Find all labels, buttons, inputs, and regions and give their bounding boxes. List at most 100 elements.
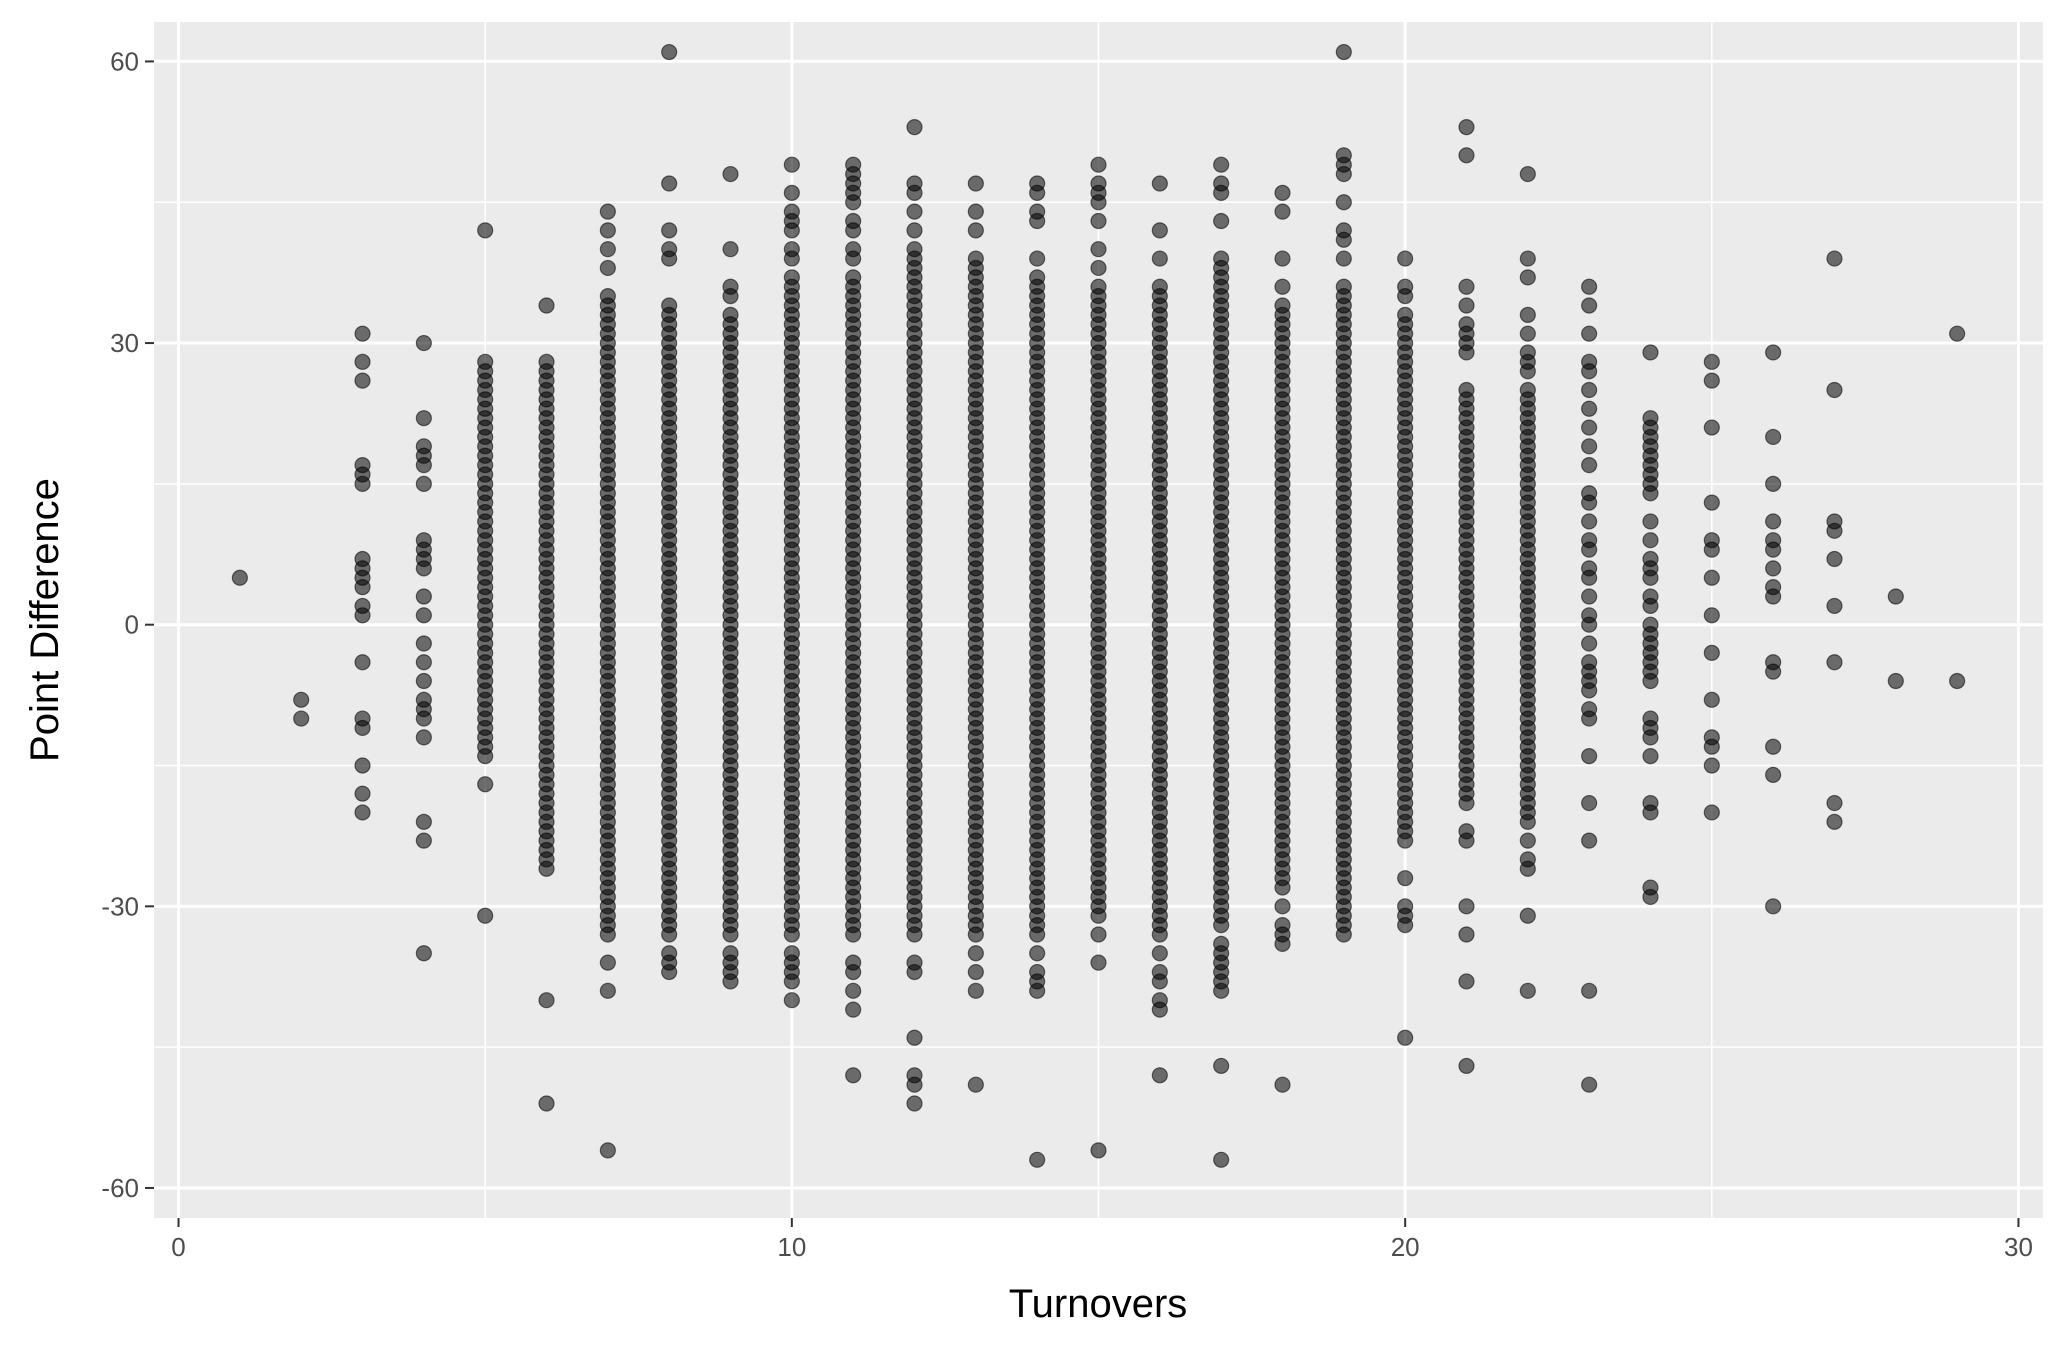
data-point [1826,550,1843,568]
data-point [415,710,432,727]
data-point [1581,494,1598,511]
data-point [1151,1067,1168,1084]
data-point [354,757,371,774]
data-point [967,250,984,267]
data-point [415,410,432,427]
data-point [1151,973,1168,990]
data-point [1151,175,1168,192]
data-point [415,635,432,652]
data-point [783,250,800,267]
data-point [1458,898,1475,915]
data-point [967,175,984,192]
data-point [1397,288,1414,305]
data-point [1458,973,1475,990]
data-point [1274,203,1291,220]
data-point [1090,1142,1107,1159]
data-point [1458,344,1475,361]
data-point [599,241,616,258]
data-point [354,719,371,737]
data-point [845,963,862,981]
data-point [1581,635,1598,652]
data-point [1581,457,1598,474]
data-point [1213,1151,1230,1168]
data-point [661,963,678,981]
data-point [293,691,310,708]
data-point [1519,907,1536,924]
data-point [783,992,800,1009]
data-point [1826,597,1843,615]
data-point [1703,541,1720,558]
data-point [1887,672,1904,690]
data-point [354,475,371,492]
data-point [1765,588,1782,605]
data-point [477,907,494,924]
x-axis-ticks: 0 10 20 30 [171,1218,2033,1262]
data-point [1703,757,1720,774]
data-point [1703,804,1720,821]
data-point [1581,569,1598,586]
data-point [1581,682,1598,699]
data-point [1274,935,1291,952]
data-point [1765,428,1782,446]
data-point [1151,1001,1168,1018]
data-point [1213,982,1230,999]
data-point [415,654,432,671]
data-point [415,457,432,474]
data-point [1949,325,1966,342]
data-point [722,241,739,258]
data-point [661,222,678,239]
data-point [1642,729,1659,746]
data-point [1581,588,1598,605]
data-point [722,288,739,305]
data-point [967,1076,984,1093]
data-points [231,43,1966,1168]
data-point [1519,325,1536,342]
data-point [1458,1057,1475,1075]
data-point [1581,748,1598,765]
data-point [1703,494,1720,511]
data-point [1765,898,1782,915]
data-point [1213,1057,1230,1075]
data-point [415,588,432,605]
data-point [599,259,616,277]
data-point [1887,588,1904,605]
data-point [1703,569,1720,586]
data-point [661,250,678,267]
data-point [967,222,984,239]
data-point [1519,860,1536,877]
data-point [354,325,371,342]
data-point [1765,663,1782,680]
data-point [538,297,555,314]
data-point [1213,156,1230,173]
data-point [1029,945,1046,962]
data-point [1213,184,1230,201]
data-point [1458,147,1475,164]
data-point [1642,485,1659,502]
data-point [845,250,862,267]
data-point [1703,644,1720,661]
data-point [1458,381,1475,399]
data-point [1826,250,1843,267]
data-point [1519,306,1536,323]
data-point [967,963,984,981]
data-point [1642,888,1659,906]
data-point [1765,475,1782,492]
data-point [354,804,371,821]
data-point [1826,813,1843,830]
data-point [1397,832,1414,849]
data-point [415,832,432,849]
x-tick-label: 10 [777,1232,806,1262]
y-tick-label: 60 [110,46,139,76]
data-point [906,119,923,136]
data-point [354,607,371,624]
data-point [1397,1029,1414,1046]
data-point [1581,1076,1598,1093]
data-point [1581,381,1598,399]
data-point [599,954,616,971]
data-point [1397,870,1414,887]
data-point [1090,156,1107,173]
data-point [1642,597,1659,615]
data-point [783,269,800,286]
y-tick-label: -60 [101,1173,139,1203]
data-point [1029,982,1046,999]
